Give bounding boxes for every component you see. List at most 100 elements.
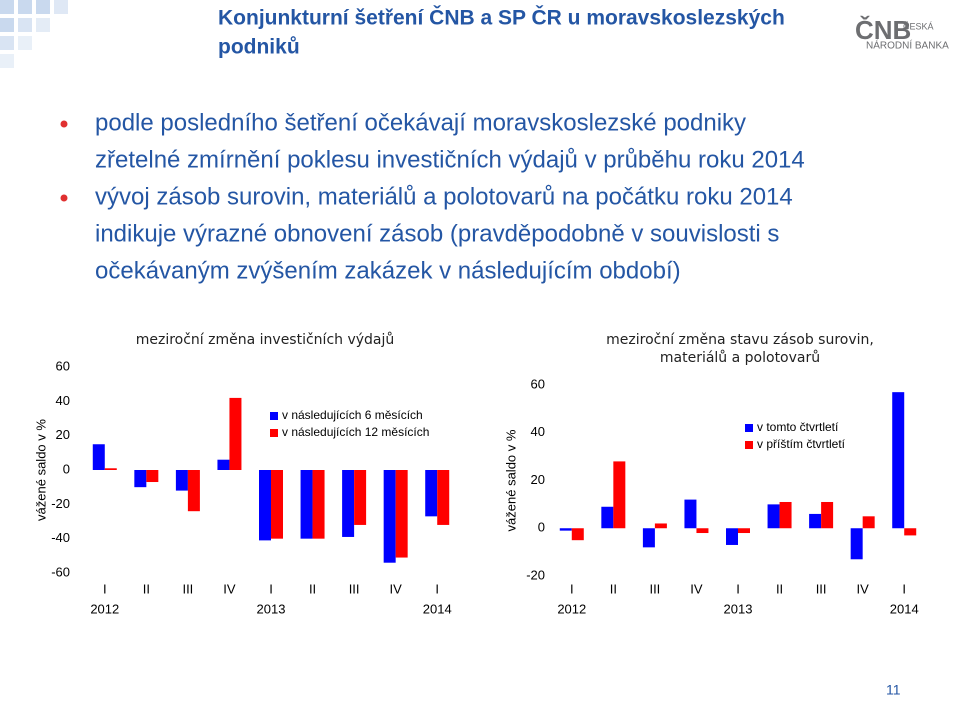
- bar: [217, 459, 230, 470]
- logo: ČNB: [855, 15, 911, 45]
- x-tick-label: IV: [690, 581, 703, 596]
- y-tick-label: 0: [538, 520, 545, 535]
- bar: [342, 470, 355, 537]
- x-tick-label: I: [736, 581, 740, 596]
- x-tick-label: I: [902, 581, 906, 596]
- bullet-dot: [60, 194, 68, 202]
- legend-swatch: [745, 424, 753, 432]
- bar: [312, 470, 325, 539]
- bar: [601, 506, 614, 529]
- bullet-text: vývoj zásob surovin, materiálů a polotov…: [95, 183, 793, 210]
- x-tick-label: II: [776, 581, 783, 596]
- y-tick-label: 0: [63, 461, 70, 476]
- x-tick-label: I: [269, 581, 273, 596]
- x-tick-label: I: [103, 581, 107, 596]
- chart-title: materiálů a polotovarů: [660, 350, 820, 366]
- y-tick-label: 40: [56, 393, 70, 408]
- bar: [559, 528, 572, 531]
- bar: [767, 504, 780, 529]
- legend-swatch: [270, 412, 278, 420]
- chart-title: meziroční změna investičních výdajů: [136, 332, 395, 348]
- bar: [229, 397, 242, 470]
- x-year-label: 2012: [557, 601, 586, 616]
- bar: [613, 461, 626, 529]
- bar: [383, 470, 396, 563]
- bar: [187, 470, 200, 512]
- bar: [395, 470, 408, 558]
- decor-grid: [0, 0, 68, 68]
- legend-swatch: [270, 429, 278, 437]
- bar: [684, 499, 697, 529]
- y-tick-label: -40: [51, 530, 70, 545]
- bar: [425, 470, 438, 517]
- x-tick-label: III: [816, 581, 827, 596]
- x-tick-label: III: [182, 581, 193, 596]
- bar: [642, 528, 655, 548]
- bar: [259, 470, 271, 541]
- bullet-text: podle posledního šetření očekávají morav…: [95, 109, 746, 136]
- legend-label: v následujících 6 měsících: [282, 408, 423, 422]
- legend-swatch: [745, 441, 753, 449]
- x-tick-label: IV: [390, 581, 403, 596]
- bar: [300, 470, 313, 539]
- bar: [809, 513, 822, 529]
- x-year-label: 2012: [90, 601, 119, 616]
- x-year-label: 2014: [890, 601, 919, 616]
- x-tick-label: III: [649, 581, 660, 596]
- x-tick-label: II: [143, 581, 150, 596]
- y-tick-label: 60: [531, 376, 545, 391]
- x-year-label: 2013: [724, 601, 753, 616]
- x-year-label: 2014: [423, 601, 452, 616]
- y-tick-label: 60: [56, 358, 70, 373]
- x-tick-label: IV: [857, 581, 870, 596]
- y-axis-title: vážené saldo v %: [33, 419, 48, 521]
- y-tick-label: -20: [51, 496, 70, 511]
- legend-label: v příštím čtvrtletí: [757, 437, 846, 451]
- title: podniků: [218, 36, 300, 59]
- y-tick-label: 40: [531, 424, 545, 439]
- bullet-text: očekávaným zvýšením zakázek v následujíc…: [95, 257, 681, 284]
- bar: [850, 528, 863, 560]
- legend-label: v tomto čtvrtletí: [757, 420, 839, 434]
- bar: [738, 528, 750, 534]
- x-year-label: 2013: [257, 601, 286, 616]
- bar: [146, 470, 159, 483]
- y-tick-label: 20: [531, 472, 545, 487]
- bar: [571, 528, 584, 541]
- chart-title: meziroční změna stavu zásob surovin,: [606, 332, 874, 348]
- bar: [892, 392, 905, 529]
- y-tick-label: -60: [51, 564, 70, 579]
- legend-label: v následujících 12 měsících: [282, 425, 429, 439]
- x-tick-label: II: [309, 581, 316, 596]
- bar: [175, 470, 188, 491]
- x-tick-label: III: [349, 581, 360, 596]
- bar: [904, 528, 917, 536]
- bar: [654, 523, 667, 529]
- bar: [104, 468, 117, 470]
- x-tick-label: I: [570, 581, 574, 596]
- bullet-text: zřetelné zmírnění poklesu investičních v…: [95, 146, 805, 173]
- bar: [354, 470, 367, 525]
- bar: [726, 528, 738, 545]
- title: Konjunkturní šetření ČNB a SP ČR u morav…: [218, 6, 785, 30]
- bar: [821, 501, 834, 529]
- logo-text: NÁRODNÍ BANKA: [866, 39, 949, 52]
- bar: [862, 516, 875, 529]
- bar: [271, 470, 283, 539]
- page-number: 11: [886, 682, 901, 698]
- y-tick-label: 20: [56, 427, 70, 442]
- x-tick-label: II: [610, 581, 617, 596]
- bar: [134, 470, 147, 488]
- x-tick-label: I: [435, 581, 439, 596]
- bar: [92, 444, 105, 470]
- y-tick-label: -20: [526, 567, 545, 582]
- bar: [779, 501, 792, 529]
- y-axis-title: vážené saldo v %: [503, 429, 518, 531]
- logo-text: ČESKÁ: [903, 21, 934, 31]
- bullet-text: indikuje výrazné obnovení zásob (pravděp…: [95, 220, 779, 247]
- bar: [696, 528, 709, 534]
- bullet-dot: [60, 120, 68, 128]
- bar: [437, 470, 450, 525]
- x-tick-label: IV: [223, 581, 236, 596]
